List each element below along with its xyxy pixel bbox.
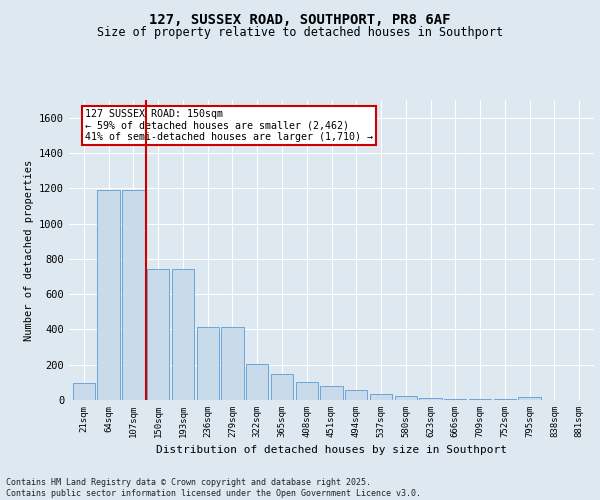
Bar bbox=[320, 386, 343, 400]
Bar bbox=[518, 397, 541, 400]
Bar bbox=[395, 396, 417, 400]
Bar bbox=[97, 190, 120, 400]
Bar bbox=[221, 327, 244, 400]
Bar bbox=[122, 190, 145, 400]
Bar bbox=[73, 383, 95, 400]
Bar bbox=[444, 398, 466, 400]
Text: Contains HM Land Registry data © Crown copyright and database right 2025.
Contai: Contains HM Land Registry data © Crown c… bbox=[6, 478, 421, 498]
Y-axis label: Number of detached properties: Number of detached properties bbox=[23, 160, 34, 340]
Bar bbox=[296, 382, 318, 400]
Bar bbox=[246, 364, 268, 400]
Bar bbox=[271, 374, 293, 400]
Bar bbox=[147, 270, 169, 400]
Bar bbox=[370, 394, 392, 400]
Bar bbox=[419, 398, 442, 400]
Text: 127, SUSSEX ROAD, SOUTHPORT, PR8 6AF: 127, SUSSEX ROAD, SOUTHPORT, PR8 6AF bbox=[149, 12, 451, 26]
Bar bbox=[172, 270, 194, 400]
Text: 127 SUSSEX ROAD: 150sqm
← 59% of detached houses are smaller (2,462)
41% of semi: 127 SUSSEX ROAD: 150sqm ← 59% of detache… bbox=[85, 109, 373, 142]
Bar bbox=[345, 390, 367, 400]
X-axis label: Distribution of detached houses by size in Southport: Distribution of detached houses by size … bbox=[156, 446, 507, 456]
Text: Size of property relative to detached houses in Southport: Size of property relative to detached ho… bbox=[97, 26, 503, 39]
Bar bbox=[197, 327, 219, 400]
